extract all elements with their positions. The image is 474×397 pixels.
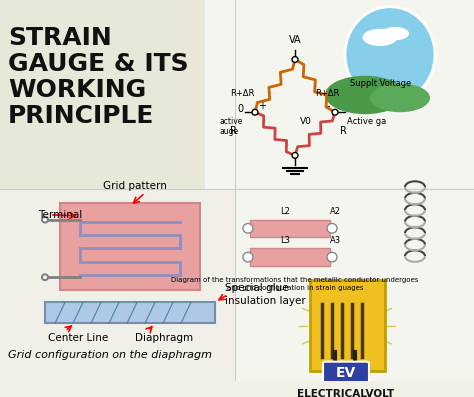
Circle shape <box>292 57 298 62</box>
Circle shape <box>351 364 359 372</box>
Text: R+ΔR: R+ΔR <box>315 89 339 98</box>
Ellipse shape <box>381 27 409 40</box>
Text: R: R <box>340 126 347 137</box>
Circle shape <box>42 217 48 223</box>
Ellipse shape <box>370 83 430 112</box>
Text: Active ga: Active ga <box>347 118 386 126</box>
Circle shape <box>292 152 298 158</box>
Text: Diaphragm: Diaphragm <box>135 333 193 343</box>
FancyBboxPatch shape <box>323 362 369 385</box>
Bar <box>250 249 330 266</box>
Ellipse shape <box>363 29 398 46</box>
Text: active
auge: active auge <box>220 117 243 136</box>
Bar <box>310 280 385 371</box>
Bar <box>60 203 200 290</box>
Bar <box>45 302 215 323</box>
Text: V0: V0 <box>300 117 312 126</box>
Circle shape <box>243 252 253 262</box>
Text: R: R <box>230 126 237 137</box>
Text: Grid pattern: Grid pattern <box>103 181 167 191</box>
Bar <box>250 220 330 237</box>
Text: -: - <box>327 101 330 112</box>
Bar <box>320 0 474 112</box>
Text: 0: 0 <box>237 104 243 114</box>
Circle shape <box>327 224 337 233</box>
Text: +: + <box>258 101 266 112</box>
Text: L2: L2 <box>280 207 290 216</box>
Text: Diagram of the transformations that the metallic conductor undergoes
and grid co: Diagram of the transformations that the … <box>171 277 419 291</box>
Text: ELECTRICALVOLT: ELECTRICALVOLT <box>297 389 395 397</box>
Ellipse shape <box>325 76 405 114</box>
Text: Terminal: Terminal <box>38 210 82 220</box>
Circle shape <box>331 364 339 372</box>
Circle shape <box>252 109 258 115</box>
Text: STRAIN
GAUGE & ITS
WORKING
PRINCIPLE: STRAIN GAUGE & ITS WORKING PRINCIPLE <box>8 26 189 127</box>
Bar <box>235 189 474 381</box>
Text: L3: L3 <box>280 236 290 245</box>
Bar <box>205 0 474 189</box>
Ellipse shape <box>345 7 435 103</box>
Text: VA: VA <box>289 35 301 45</box>
Text: Grid configuration on the diaphragm: Grid configuration on the diaphragm <box>8 350 212 360</box>
Text: R+ΔR: R+ΔR <box>230 89 255 98</box>
Bar <box>0 0 210 189</box>
Text: Supplt Voltage: Supplt Voltage <box>350 79 411 88</box>
Circle shape <box>327 252 337 262</box>
Text: Special glue
insulation layer: Special glue insulation layer <box>225 283 306 306</box>
Text: A2: A2 <box>330 207 341 216</box>
Circle shape <box>243 224 253 233</box>
Circle shape <box>332 109 338 115</box>
Text: EV: EV <box>336 366 356 380</box>
Text: A3: A3 <box>330 236 341 245</box>
Circle shape <box>42 274 48 280</box>
Text: Center Line: Center Line <box>48 333 108 343</box>
